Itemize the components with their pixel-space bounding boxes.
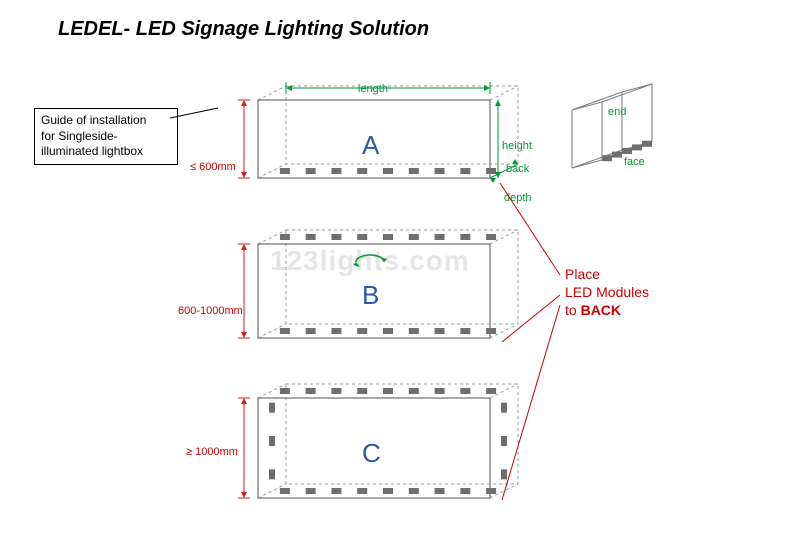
diagram-canvas [0,0,790,538]
